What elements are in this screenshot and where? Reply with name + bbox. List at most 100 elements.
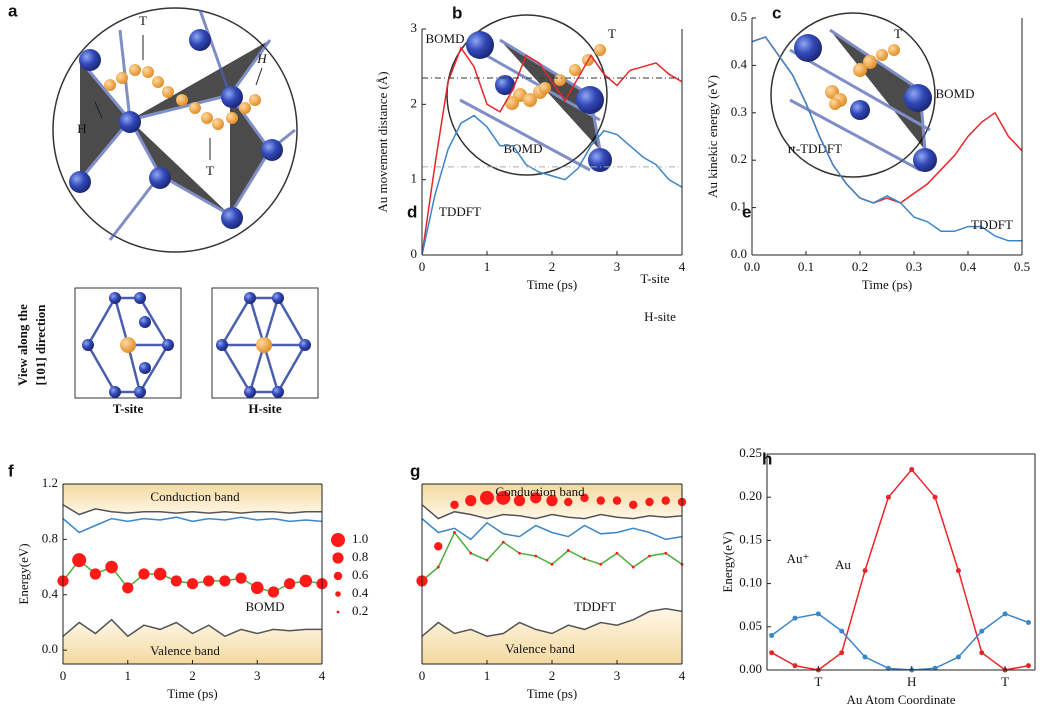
x-axis-title: Time (ps) (527, 277, 577, 292)
series-line (422, 518, 682, 541)
weight-dot (72, 553, 87, 568)
x-tick-label: 0.1 (798, 259, 814, 274)
weight-dot (534, 554, 538, 558)
size-legend-label: 0.2 (352, 603, 368, 618)
weight-dot (436, 565, 440, 569)
x-tick-label: 0.5 (1014, 259, 1030, 274)
weight-dot (518, 551, 521, 555)
x-tick-label: 2 (189, 668, 196, 683)
weight-dot (153, 567, 167, 581)
point-marker (1025, 619, 1031, 625)
y-tick-label: 0.3 (731, 104, 747, 119)
panel-c-illustration: T rt-TDDFT c (770, 3, 937, 178)
weight-dot (219, 575, 231, 587)
inset-side-label: View along the (15, 304, 30, 386)
point-marker (839, 628, 845, 634)
weight-dot (480, 490, 494, 505)
annotation: Valence band (505, 641, 575, 656)
point-marker (862, 654, 868, 660)
point-marker (839, 650, 845, 656)
panel-label: e (742, 202, 751, 221)
point-marker (1002, 611, 1008, 617)
point-marker (1025, 663, 1031, 669)
weight-dot (203, 575, 215, 587)
weight-dot (664, 551, 668, 555)
inset-label: T-site (113, 401, 144, 416)
y-tick-label: 0.8 (42, 530, 58, 545)
weight-dot (501, 540, 505, 544)
point-marker (932, 494, 938, 500)
size-legend-label: 0.8 (352, 549, 368, 564)
weight-dot (485, 558, 489, 562)
series-line (422, 46, 682, 255)
series-line (63, 618, 322, 638)
point-marker (885, 494, 891, 500)
y-tick-label: 0.1 (731, 199, 747, 214)
panel-label: c (772, 3, 781, 22)
weight-dot (267, 586, 280, 598)
x-axis-title: Time (ps) (862, 277, 912, 292)
reference-label: T-site (640, 271, 669, 286)
x-tick-label: 0.4 (960, 259, 977, 274)
site-label: T (608, 26, 616, 41)
series-line (63, 516, 322, 534)
y-tick-label: 1.2 (42, 475, 58, 490)
annotation: TDDFT (574, 599, 616, 614)
size-legend-label: 0.6 (352, 567, 369, 582)
panel-b-illustration: T BOMD b (446, 3, 616, 176)
panel-a-illustration: T H H T a (8, 1, 298, 253)
series-label: TDDFT (439, 204, 481, 219)
panel-label: f (8, 461, 14, 480)
weight-dot (530, 492, 542, 504)
x-tick-label: 3 (254, 668, 261, 683)
x-tick-label: 4 (319, 668, 326, 683)
x-tick-label: 0.2 (852, 259, 868, 274)
panel-label: g (410, 461, 420, 480)
x-tick-label: 2 (549, 668, 556, 683)
y-tick-label: 1 (411, 171, 418, 186)
weight-dot (564, 497, 573, 507)
size-legend-dot (332, 552, 344, 564)
series-line (422, 607, 682, 638)
band-area (63, 619, 322, 664)
y-tick-label: 0.15 (739, 531, 762, 546)
y-tick-label: 2 (411, 95, 418, 110)
x-tick-label: 3 (614, 668, 621, 683)
y-tick-label: 0.25 (739, 445, 762, 460)
band-area (63, 484, 322, 515)
y-tick-label: 0.0 (42, 641, 58, 656)
x-tick-label: 0 (419, 668, 426, 683)
weight-dot (105, 560, 118, 574)
weight-dot (513, 495, 526, 507)
size-legend-label: 0.4 (352, 585, 369, 600)
site-label: T (206, 163, 214, 178)
series-label: BOMD (935, 86, 974, 101)
weight-dot (299, 574, 313, 588)
weight-dot (469, 551, 473, 555)
y-axis-title: Energy(eV) (720, 531, 735, 592)
site-insets: View along the [101] direction T-site H-… (15, 287, 319, 416)
site-label: H (77, 121, 86, 136)
y-tick-label: 0.2 (731, 151, 747, 166)
weight-dot (615, 551, 619, 555)
panel-label: d (407, 202, 417, 221)
annotation: Conduction band (495, 484, 585, 499)
y-tick-label: 0.4 (42, 586, 59, 601)
weight-dot (546, 495, 558, 507)
y-tick-label: 0 (411, 246, 418, 261)
weight-dot (450, 500, 459, 509)
x-tick-label: 0.0 (744, 259, 760, 274)
weight-dot (612, 496, 622, 505)
x-tick-label: 1 (125, 668, 132, 683)
inset-side-label: [101] direction (33, 304, 48, 386)
y-tick-label: 0.10 (739, 575, 762, 590)
weight-dot (250, 581, 264, 595)
x-tick-label: 3 (614, 259, 621, 274)
method-label: rt-TDDFT (788, 141, 842, 156)
x-tick-label: 0 (60, 668, 67, 683)
annotation: Conduction band (150, 489, 240, 504)
band-area (422, 608, 682, 664)
x-axis-title: Time (ps) (527, 686, 577, 701)
site-label: T (894, 26, 902, 41)
weight-dot (186, 578, 199, 590)
